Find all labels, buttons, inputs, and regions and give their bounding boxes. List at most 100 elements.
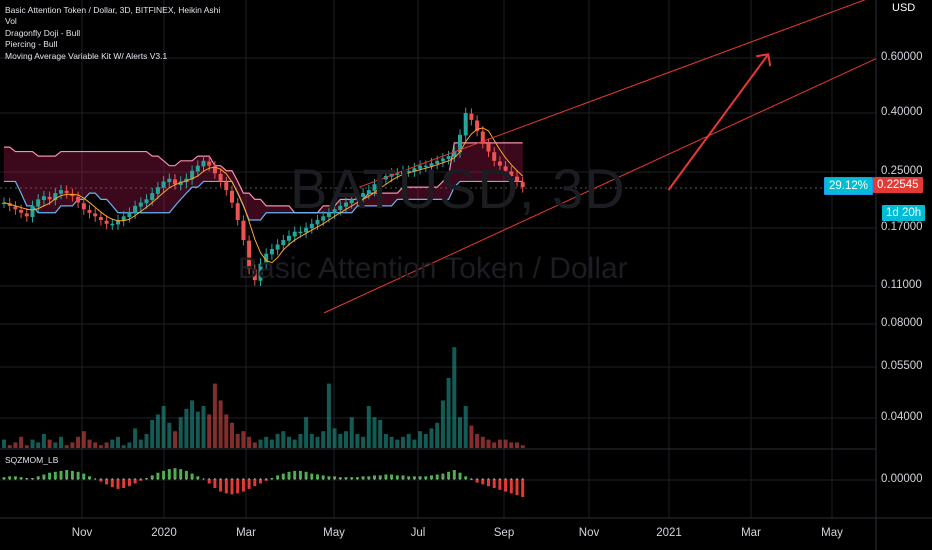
- volume-bar: [378, 420, 383, 448]
- candle-body: [395, 173, 400, 175]
- currency-label[interactable]: USD: [892, 2, 916, 14]
- volume-bar: [332, 428, 337, 448]
- indicator-label[interactable]: SQZMOM_LB: [5, 455, 59, 465]
- cloud-lower-line: [4, 180, 523, 221]
- momentum-bar: [390, 474, 394, 479]
- legend-vol[interactable]: Vol: [5, 16, 17, 27]
- squeeze-dot: [339, 478, 342, 480]
- momentum-bar: [48, 472, 52, 479]
- volume-bar: [475, 434, 480, 448]
- legend-title[interactable]: Basic Attention Token / Dollar, 3D, BITF…: [5, 5, 221, 15]
- volume-bar: [452, 347, 457, 448]
- momentum-bar: [293, 470, 297, 479]
- legend-dragonfly-doji[interactable]: Dragonfly Doji - Bull: [5, 27, 81, 38]
- squeeze-dot: [499, 478, 501, 480]
- squeeze-dot: [128, 478, 131, 480]
- cloud-fill: [4, 142, 523, 221]
- volume-bar: [53, 442, 58, 448]
- volume-bar: [207, 414, 212, 448]
- momentum-bar: [88, 476, 91, 479]
- momentum-bar: [424, 476, 428, 479]
- candle-body: [480, 131, 485, 143]
- candle-body: [366, 190, 371, 194]
- momentum-bar: [281, 473, 285, 479]
- volume-bar: [81, 431, 86, 448]
- candle-body: [520, 182, 525, 188]
- squeeze-dot: [293, 478, 296, 480]
- volume-bar: [292, 439, 297, 448]
- candle-body: [338, 205, 343, 210]
- momentum-bar: [150, 475, 154, 479]
- volume-bar: [173, 431, 177, 448]
- squeeze-dot: [248, 478, 251, 480]
- legend-piercing[interactable]: Piercing - Bull: [5, 39, 58, 50]
- momentum-bar: [395, 475, 399, 479]
- candle-body: [332, 209, 337, 214]
- candle-body: [195, 165, 200, 172]
- volume-bar: [235, 434, 240, 448]
- moving-average-line: [3, 127, 524, 264]
- candle-body: [190, 170, 195, 180]
- candle-body: [515, 176, 519, 182]
- candle-body: [361, 193, 366, 197]
- momentum-bar: [276, 475, 280, 479]
- squeeze-dot: [265, 478, 268, 480]
- volume-bar: [218, 400, 223, 448]
- momentum-bar: [42, 474, 46, 479]
- time-tick: May: [323, 527, 345, 539]
- volume-bar: [41, 434, 46, 448]
- candle-body: [76, 196, 81, 203]
- momentum-bar: [13, 476, 17, 479]
- candle-body: [258, 263, 263, 281]
- candle-body: [207, 161, 212, 166]
- volume-bar: [418, 431, 423, 448]
- candle-body: [98, 217, 103, 221]
- squeeze-dot: [470, 478, 473, 480]
- squeeze-dot: [442, 478, 444, 480]
- squeeze-dot: [60, 478, 62, 480]
- price-tick: 0.05500: [881, 360, 923, 372]
- squeeze-dot: [464, 478, 467, 480]
- momentum-bar: [498, 479, 502, 490]
- candle-body: [304, 227, 309, 233]
- volume-bar: [59, 436, 63, 448]
- price-tick: 0.60000: [881, 51, 923, 63]
- momentum-bar: [509, 479, 513, 494]
- squeeze-dot: [288, 478, 290, 480]
- momentum-bar: [407, 476, 411, 479]
- squeeze-dot: [208, 478, 211, 480]
- volume-bar: [110, 439, 115, 448]
- squeeze-dot: [316, 478, 319, 480]
- candle-body: [412, 168, 417, 172]
- candle-body: [235, 203, 240, 221]
- momentum-bar: [122, 479, 126, 488]
- squeeze-dot: [117, 478, 119, 480]
- momentum-bar: [224, 479, 228, 494]
- squeeze-dot: [162, 478, 165, 480]
- volume-bar: [36, 442, 41, 448]
- candle-body: [309, 223, 314, 229]
- squeeze-dot: [305, 478, 307, 480]
- squeeze-dot: [14, 478, 17, 480]
- squeeze-dot: [356, 478, 359, 480]
- momentum-bar: [76, 471, 80, 479]
- squeeze-dot: [82, 478, 85, 480]
- candle-body: [292, 231, 297, 237]
- squeeze-dot: [430, 478, 433, 480]
- ma-line: [3, 127, 524, 264]
- volume-bar: [497, 439, 502, 448]
- candle-body: [458, 134, 462, 153]
- squeeze-dot: [88, 478, 91, 480]
- price-tick: 0.08000: [881, 317, 923, 329]
- watermark-symbol: BATUSD, 3D: [290, 157, 626, 220]
- candle-body: [47, 196, 52, 200]
- candle-body: [247, 240, 252, 269]
- candle-body: [509, 171, 514, 176]
- legend-ma-kit[interactable]: Moving Average Variable Kit W/ Alerts V3…: [5, 50, 168, 61]
- momentum-bar: [207, 479, 211, 484]
- squeeze-dot: [487, 478, 490, 480]
- squeeze-dot: [328, 478, 330, 480]
- momentum-bar: [167, 469, 171, 479]
